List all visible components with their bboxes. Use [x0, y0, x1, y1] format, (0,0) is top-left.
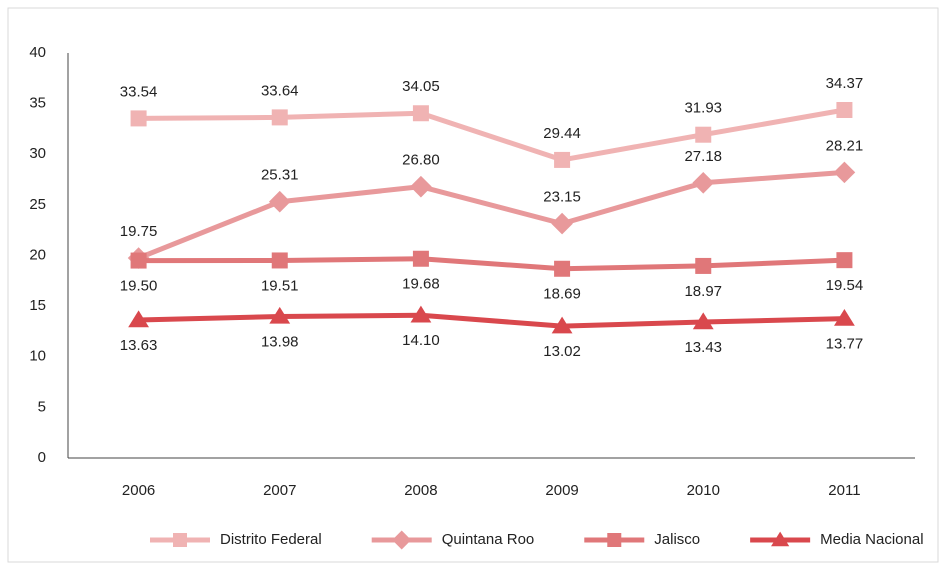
data-label: 28.21 [826, 137, 864, 154]
data-label: 13.77 [826, 336, 864, 353]
data-point [692, 172, 715, 194]
legend-label: Jalisco [654, 531, 700, 548]
data-label: 13.63 [120, 337, 158, 354]
data-label: 19.51 [261, 277, 299, 294]
legend-label: Media Nacional [820, 531, 923, 548]
data-label: 25.31 [261, 167, 299, 184]
x-tick-label: 2011 [828, 482, 860, 499]
data-label: 33.64 [261, 82, 299, 99]
data-point [692, 312, 714, 330]
data-point [271, 109, 288, 126]
data-point [410, 175, 432, 198]
data-point [269, 306, 291, 324]
series-line [138, 256, 845, 272]
data-label: 13.02 [543, 343, 581, 360]
y-tick-label: 30 [29, 145, 46, 162]
data-point [836, 252, 853, 269]
data-label: 19.68 [402, 276, 440, 293]
chart-border [7, 7, 939, 563]
y-tick-label: 10 [29, 348, 46, 365]
data-label: 19.75 [120, 223, 158, 240]
data-label: 31.93 [684, 100, 722, 117]
legend-marker [392, 530, 412, 550]
data-label: 18.69 [543, 286, 581, 303]
data-label: 19.50 [120, 278, 158, 295]
data-label: 14.10 [402, 332, 440, 349]
legend-item: Jalisco [584, 531, 700, 548]
y-tick-label: 5 [38, 398, 46, 415]
data-label: 19.54 [826, 277, 864, 294]
data-point [695, 126, 712, 143]
x-tick-label: 2006 [122, 482, 155, 499]
x-tick-label: 2010 [687, 482, 720, 499]
data-point [271, 252, 288, 269]
data-point [130, 110, 147, 127]
series-line [137, 169, 845, 261]
data-point [268, 190, 291, 213]
data-label: 26.80 [402, 152, 440, 169]
data-point [834, 308, 855, 326]
data-point [833, 161, 856, 184]
legend-marker [173, 533, 187, 547]
series-line [138, 107, 845, 163]
data-point [130, 252, 147, 269]
legend-item: Distrito Federal [150, 531, 322, 548]
data-point [554, 151, 571, 168]
data-point [551, 212, 573, 235]
data-label: 18.97 [684, 283, 722, 300]
x-tick-label: 2008 [404, 482, 437, 499]
x-tick-label: 2009 [545, 482, 578, 499]
data-label: 23.15 [543, 189, 581, 206]
data-label: 33.54 [120, 83, 158, 100]
data-label: 13.43 [684, 339, 722, 356]
legend-item: Quintana Roo [371, 530, 535, 550]
data-point [412, 105, 429, 122]
legend-marker [607, 533, 622, 547]
data-point [410, 305, 432, 323]
data-point [551, 316, 573, 334]
data-point [695, 257, 712, 274]
legend-label: Quintana Roo [442, 531, 535, 548]
x-tick-label: 2007 [263, 482, 296, 499]
legend-item: Media Nacional [750, 531, 924, 548]
y-tick-label: 35 [29, 95, 46, 112]
y-tick-label: 0 [38, 449, 46, 466]
data-point [128, 310, 149, 328]
data-label: 13.98 [261, 333, 299, 350]
y-tick-label: 15 [29, 297, 46, 314]
data-label: 34.05 [402, 78, 440, 95]
data-label: 29.44 [543, 125, 581, 142]
series-line [138, 312, 845, 329]
y-tick-label: 20 [29, 246, 46, 263]
data-point [554, 260, 571, 277]
data-label: 27.18 [684, 148, 722, 165]
data-point [836, 102, 853, 119]
y-tick-label: 40 [29, 44, 46, 61]
y-tick-label: 25 [29, 196, 46, 213]
data-label: 34.37 [826, 75, 864, 92]
data-point [412, 250, 429, 267]
legend-marker [771, 531, 790, 547]
legend-label: Distrito Federal [220, 531, 322, 548]
